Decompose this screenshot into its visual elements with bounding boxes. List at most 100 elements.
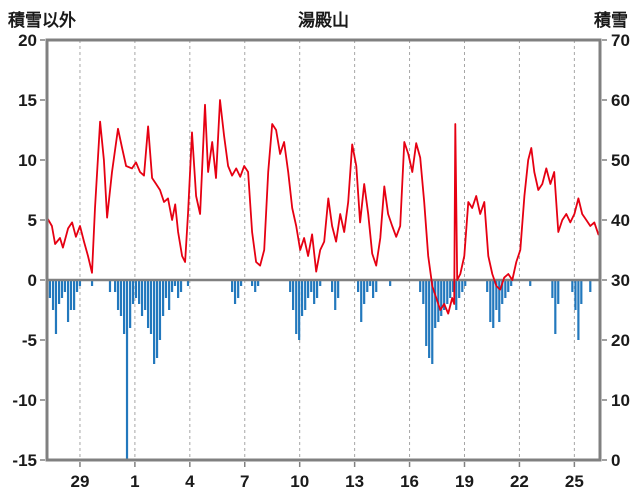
precipitation-bar: [434, 280, 437, 328]
precipitation-bar: [372, 280, 375, 298]
precipitation-bar: [529, 280, 532, 286]
precipitation-bar: [507, 280, 510, 292]
left-axis-tick-label: -10: [12, 391, 37, 410]
precipitation-bar: [449, 280, 452, 298]
right-axis-tick-label: 0: [611, 451, 620, 470]
precipitation-bar: [425, 280, 428, 346]
right-axis-title: 積雪: [594, 11, 628, 30]
precipitation-bar: [254, 280, 257, 292]
precipitation-bar: [129, 280, 132, 328]
left-axis-tick-label: 5: [28, 211, 37, 230]
precipitation-bar: [577, 280, 580, 340]
x-axis-tick-label: 29: [70, 472, 89, 491]
precipitation-bar: [231, 280, 234, 292]
precipitation-bar: [452, 280, 455, 292]
precipitation-bar: [431, 280, 434, 364]
precipitation-bar: [461, 280, 464, 292]
precipitation-bar: [239, 280, 243, 286]
precipitation-bar: [69, 280, 73, 310]
precipitation-bar: [501, 280, 504, 304]
right-axis-tick-label: 60: [611, 91, 630, 110]
precipitation-bar: [186, 280, 190, 286]
right-axis-tick-label: 70: [611, 31, 630, 50]
precipitation-bar: [495, 280, 498, 310]
x-axis-tick-label: 4: [185, 472, 195, 491]
precipitation-bar: [489, 280, 492, 322]
precipitation-bar: [292, 280, 295, 310]
precipitation-bar: [310, 280, 313, 292]
right-axis-tick-label: 30: [611, 271, 630, 290]
precipitation-bar: [360, 280, 363, 322]
x-axis-tick-label: 10: [290, 472, 309, 491]
precipitation-bar: [131, 280, 135, 304]
left-axis-tick-label: 0: [28, 271, 37, 290]
precipitation-bar: [250, 280, 254, 286]
precipitation-bar: [443, 280, 446, 310]
precipitation-bar: [571, 280, 574, 292]
precipitation-bar: [177, 280, 180, 298]
precipitation-bar: [419, 280, 422, 292]
precipitation-bar: [73, 280, 76, 310]
precipitation-bar: [557, 280, 560, 304]
precipitation-bar: [315, 280, 319, 298]
left-axis-tick-label: 15: [18, 91, 37, 110]
precipitation-bar: [164, 280, 168, 298]
precipitation-bar: [54, 280, 58, 334]
precipitation-bar: [170, 280, 174, 292]
x-axis-tick-label: 13: [345, 472, 364, 491]
precipitation-bar: [66, 280, 70, 322]
precipitation-bar: [116, 280, 120, 310]
precipitation-bar: [149, 280, 153, 334]
precipitation-bar: [363, 280, 366, 304]
precipitation-bar: [389, 280, 392, 286]
precipitation-bar: [298, 280, 301, 340]
precipitation-bar: [60, 280, 64, 298]
chart-title: 湯殿山: [298, 11, 349, 30]
precipitation-bar: [369, 280, 372, 286]
precipitation-bar: [75, 280, 79, 292]
precipitation-bar: [300, 280, 304, 316]
precipitation-bar: [574, 280, 577, 310]
precipitation-bar: [554, 280, 557, 334]
precipitation-bar: [492, 280, 495, 328]
precipitation-bar: [153, 280, 156, 364]
x-axis-tick-label: 22: [510, 472, 529, 491]
left-axis-tick-label: 20: [18, 31, 37, 50]
precipitation-bar: [437, 280, 440, 322]
precipitation-bar: [289, 280, 292, 292]
precipitation-bar: [375, 280, 378, 292]
precipitation-bar: [257, 280, 260, 286]
plot-frame: [45, 38, 602, 462]
x-axis-tick-label: 7: [240, 472, 249, 491]
precipitation-bar: [486, 280, 489, 292]
right-axis-tick-label: 50: [611, 151, 630, 170]
precipitation-bar: [580, 280, 583, 304]
precipitation-bar: [138, 280, 141, 304]
precipitation-bar: [168, 280, 171, 310]
precipitation-bar: [146, 280, 150, 328]
precipitation-bar: [173, 280, 177, 286]
precipitation-bar: [237, 280, 240, 298]
precipitation-bar: [313, 280, 316, 304]
precipitation-bar: [504, 280, 507, 298]
precipitation-bar: [440, 280, 443, 316]
precipitation-bar: [161, 280, 165, 316]
right-axis-tick-label: 10: [611, 391, 630, 410]
precipitation-bar: [90, 280, 94, 286]
precipitation-bar: [366, 280, 369, 292]
x-axis-tick-label: 1: [130, 472, 139, 491]
precipitation-bar: [334, 280, 337, 310]
precipitation-bar: [125, 280, 129, 460]
precipitation-bar: [458, 280, 461, 298]
precipitation-bar: [551, 280, 554, 298]
right-axis-tick-label: 20: [611, 331, 630, 350]
precipitation-bar: [179, 280, 183, 292]
temperature-line: [46, 99, 600, 315]
precipitation-bar: [119, 280, 123, 316]
precipitation-bar: [140, 280, 144, 316]
precipitation-bar: [158, 280, 162, 340]
precipitation-bar: [108, 280, 112, 292]
precipitation-bar: [498, 280, 501, 322]
precipitation-bar: [114, 280, 117, 292]
